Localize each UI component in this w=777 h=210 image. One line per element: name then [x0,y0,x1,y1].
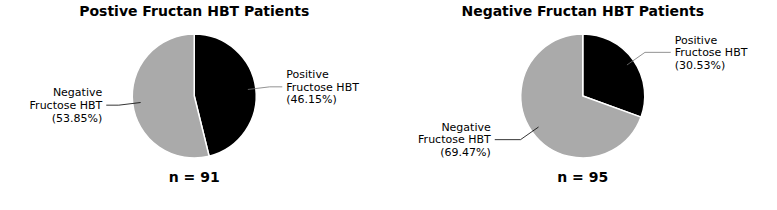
data-label-line: Fructose HBT [30,99,103,112]
slice-labels: PositiveFructose HBT(46.15%)NegativeFruc… [30,68,360,125]
data-label-line: Fructose HBT [675,46,748,59]
data-label-line: (69.47%) [440,146,491,159]
slices [132,34,256,158]
data-label-line: Negative [441,121,491,134]
data-label-line: Negative [53,86,103,99]
data-label: PositiveFructose HBT(46.15%) [286,68,359,106]
data-label-line: Fructose HBT [286,81,359,94]
data-label-line: (46.15%) [286,93,337,106]
chart-title: Negative Fructan HBT Patients [461,3,704,19]
data-label-line: Positive [675,34,718,47]
data-label-line: Positive [286,68,329,81]
leader-line [495,127,539,140]
annotation: n = 91 [169,169,220,185]
pie-slice [521,34,641,158]
chart-root: Postive Fructan HBT PatientsPositiveFruc… [0,0,777,210]
data-label-line: Fructose HBT [418,133,491,146]
data-label-line: (30.53%) [675,59,726,72]
pie-panel: Postive Fructan HBT PatientsPositiveFruc… [30,3,360,185]
pie-panel: Negative Fructan HBT PatientsPositiveFru… [418,3,748,185]
chart-title: Postive Fructan HBT Patients [79,3,309,19]
pie-slice [132,34,209,158]
leader-line [248,87,282,90]
data-label: NegativeFructose HBT(69.47%) [418,121,491,159]
data-label-line: (53.85%) [52,112,103,125]
data-label: PositiveFructose HBT(30.53%) [675,34,748,72]
annotation: n = 95 [557,169,608,185]
leader-line [106,103,140,106]
slices [521,34,645,158]
slice-labels: PositiveFructose HBT(30.53%)NegativeFruc… [418,34,748,160]
data-label: NegativeFructose HBT(53.85%) [30,86,103,124]
leader-line [627,52,671,65]
